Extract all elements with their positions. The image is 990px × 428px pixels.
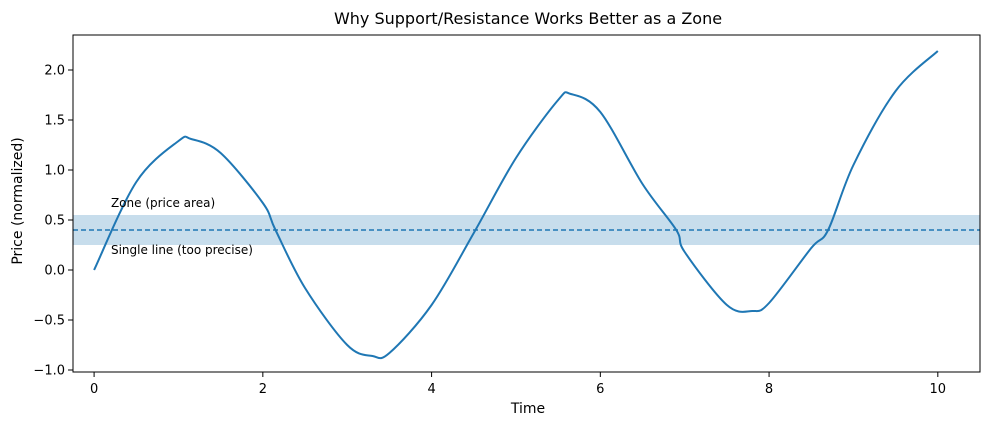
x-tick-label: 0 — [90, 382, 98, 397]
y-axis-label: Price (normalized) — [10, 137, 26, 264]
y-tick-label: −1.0 — [33, 364, 65, 379]
annotation-0: Zone (price area) — [111, 196, 215, 210]
x-axis-label: Time — [510, 401, 545, 417]
plot-frame — [72, 34, 981, 373]
price-series-line-0 — [93, 50, 939, 360]
y-tick-label: 1.5 — [44, 114, 65, 129]
x-tick-label: 8 — [765, 382, 773, 397]
x-tick-label: 10 — [930, 382, 947, 397]
y-tick-label: 2.0 — [44, 64, 65, 79]
y-tick-label: 0.5 — [44, 214, 65, 229]
x-tick-label: 2 — [259, 382, 267, 397]
chart-title: Why Support/Resistance Works Better as a… — [334, 9, 722, 28]
x-tick-label: 4 — [427, 382, 435, 397]
annotation-1: Single line (too precise) — [111, 243, 253, 257]
y-tick-label: 1.0 — [44, 164, 65, 179]
x-tick-label: 6 — [596, 382, 604, 397]
y-tick-label: −0.5 — [33, 314, 65, 329]
y-tick-label: 0.0 — [44, 264, 65, 279]
